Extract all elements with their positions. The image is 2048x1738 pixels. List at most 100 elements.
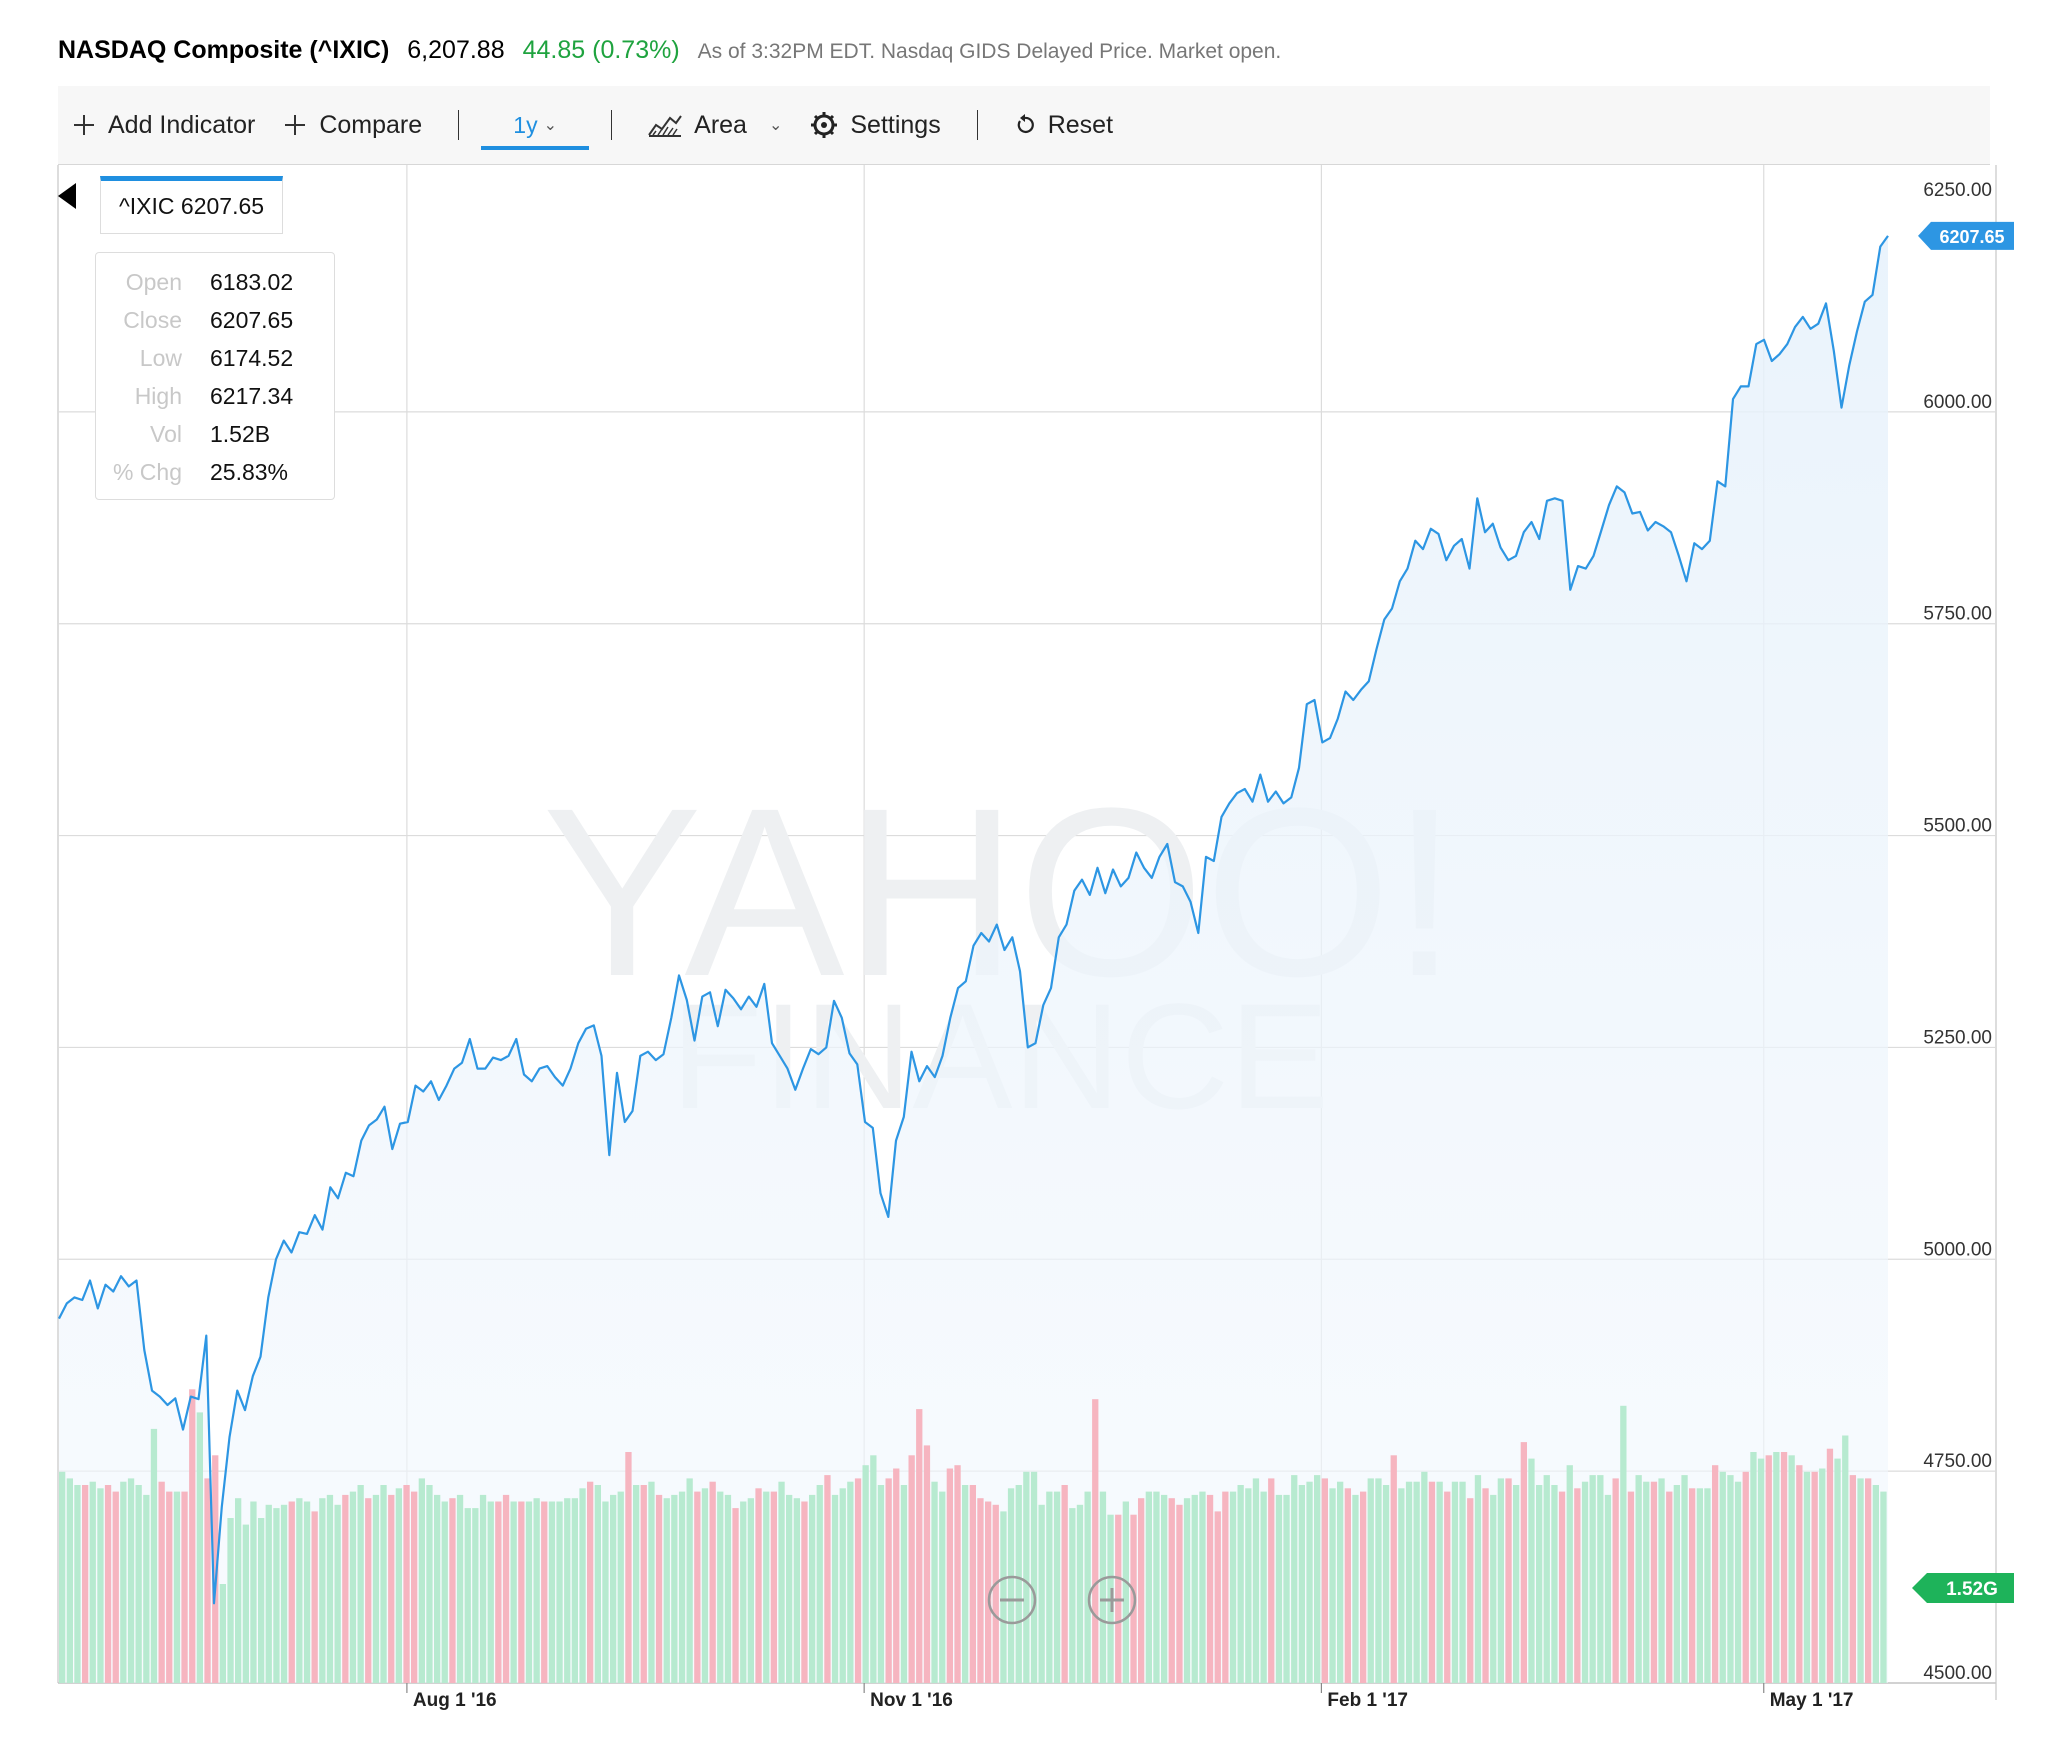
add-indicator-button[interactable]: Add Indicator [58, 86, 269, 164]
volume-bar [778, 1481, 785, 1683]
volume-bar [870, 1455, 877, 1683]
volume-bar [1727, 1475, 1734, 1683]
volume-bar [786, 1494, 793, 1683]
volume-bar [1260, 1491, 1267, 1683]
chevron-down-icon: ⌄ [768, 117, 783, 134]
volume-bar [1757, 1458, 1765, 1683]
volume-bar [1750, 1452, 1757, 1683]
volume-bar [1597, 1475, 1604, 1683]
volume-bar [1061, 1485, 1068, 1683]
chart-type-button[interactable]: Area ⌄ [634, 86, 796, 164]
x-tick-label: Nov 1 '16 [870, 1690, 953, 1711]
zoom-in-icon[interactable] [1087, 1575, 1137, 1625]
volume-bar [1352, 1494, 1359, 1683]
volume-bar [502, 1494, 510, 1683]
volume-bar [1337, 1481, 1344, 1683]
volume-bar [1474, 1475, 1482, 1683]
volume-badge [1912, 1573, 2014, 1603]
volume-bar [1681, 1475, 1688, 1683]
collapse-arrow-icon[interactable] [58, 183, 76, 209]
volume-bar [296, 1498, 303, 1683]
volume-bar [633, 1485, 640, 1683]
ohlc-panel: Open 6183.02 Close 6207.65 Low 6174.52 High 621… [95, 252, 335, 500]
volume-bar [426, 1485, 433, 1683]
reset-button[interactable]: Reset [1000, 86, 1127, 164]
volume-bar [1689, 1488, 1696, 1683]
plus-icon [285, 115, 306, 135]
volume-badge-label: 1.52G [1946, 1579, 1998, 1600]
volume-bar [135, 1485, 142, 1683]
volume-bar [1490, 1494, 1497, 1683]
quote-price: 6,207.88 [407, 36, 505, 64]
volume-bar [1826, 1448, 1834, 1683]
volume-bar [510, 1501, 517, 1683]
volume-bar [349, 1491, 357, 1683]
volume-bar [1436, 1481, 1443, 1683]
volume-bar [877, 1485, 885, 1683]
volume-bar [564, 1498, 571, 1683]
volume-bar [1076, 1504, 1084, 1683]
volume-bar [1574, 1488, 1581, 1683]
y-tick-label: 5000.00 [1923, 1239, 1992, 1260]
volume-bar [1543, 1475, 1550, 1683]
volume-bar [1176, 1504, 1183, 1683]
volume-bar [1161, 1494, 1168, 1683]
volume-bar [1734, 1481, 1742, 1683]
volume-bar [1673, 1485, 1680, 1683]
ohlc-label: High [134, 383, 182, 409]
volume-bar [1849, 1475, 1856, 1683]
volume-bar [1421, 1471, 1428, 1683]
compare-button[interactable]: Compare [269, 86, 436, 164]
volume-bar [1229, 1491, 1237, 1683]
price-badge-label: 6207.65 [1939, 227, 2004, 247]
quote-title: NASDAQ Composite (^IXIC) [58, 36, 390, 64]
volume-bar [395, 1488, 402, 1683]
volume-bar [694, 1491, 701, 1683]
y-tick-label: 5500.00 [1923, 816, 1992, 837]
volume-bar [120, 1481, 127, 1683]
volume-bar [1704, 1488, 1711, 1683]
volume-bar [946, 1468, 953, 1683]
volume-bar [1069, 1508, 1076, 1683]
range-selector[interactable]: 1y ⌄ [481, 86, 590, 164]
volume-bar [1803, 1471, 1811, 1683]
y-tick-label: 4750.00 [1923, 1451, 1992, 1472]
volume-bar [1122, 1501, 1129, 1683]
volume-bar [227, 1518, 234, 1683]
volume-bar [571, 1498, 578, 1683]
volume-bar [885, 1478, 892, 1683]
zoom-out-icon[interactable] [987, 1575, 1037, 1625]
volume-bar [1872, 1485, 1879, 1683]
ohlc-label: Close [123, 307, 182, 333]
volume-bar [342, 1494, 349, 1683]
volume-bar [770, 1491, 777, 1683]
y-tick-label: 4500.00 [1923, 1663, 1992, 1684]
volume-bar [1000, 1511, 1007, 1683]
volume-bar [1558, 1491, 1566, 1683]
ohlc-label: % Chg [112, 459, 182, 485]
volume-bar [755, 1488, 762, 1683]
volume-bar [1604, 1494, 1612, 1683]
volume-bar [1536, 1485, 1543, 1683]
ohlc-row: Vol 1.52B [96, 415, 334, 453]
x-tick-label: Aug 1 '16 [413, 1690, 497, 1711]
volume-bar [1765, 1455, 1772, 1683]
range-label: 1y [513, 111, 538, 138]
volume-bar [303, 1501, 311, 1683]
ohlc-value: 6217.34 [210, 383, 294, 409]
volume-bar [441, 1501, 448, 1683]
volume-bar [1390, 1455, 1397, 1683]
volume-bar [824, 1475, 831, 1683]
volume-bar [839, 1488, 846, 1683]
volume-bar [847, 1481, 854, 1683]
toolbar-divider [611, 110, 613, 140]
volume-bar [1038, 1504, 1045, 1683]
compare-label: Compare [319, 110, 423, 139]
volume-bar [1773, 1452, 1780, 1683]
volume-bar [1306, 1481, 1313, 1683]
volume-bar [1643, 1481, 1650, 1683]
volume-bar [365, 1498, 372, 1683]
settings-button[interactable]: Settings [796, 86, 954, 164]
volume-bar [1153, 1491, 1160, 1683]
